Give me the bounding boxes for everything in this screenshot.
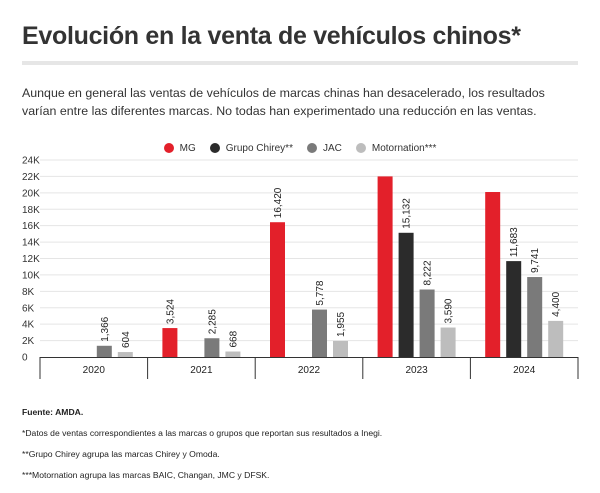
y-tick-label: 0 [22, 353, 28, 364]
y-tick-label: 2K [22, 336, 35, 347]
title-divider [22, 61, 578, 65]
footnote-3: ***Motornation agrupa las marcas BAIC, C… [22, 470, 270, 480]
data-label: 668 [228, 330, 239, 347]
data-label: 3,590 [444, 298, 455, 323]
data-label: 15,132 [402, 198, 413, 229]
bar-mg-2022 [270, 222, 285, 357]
data-label: 11,683 [509, 227, 520, 257]
data-label: 8,222 [423, 260, 434, 285]
data-label: 9,741 [530, 248, 541, 273]
footnote-2: **Grupo Chirey agrupa las marcas Chirey … [22, 449, 220, 459]
y-tick-label: 16K [22, 221, 40, 232]
bar-motornation-2020 [117, 352, 133, 357]
footnotes: Fuente: AMDA. *Datos de ventas correspon… [22, 407, 582, 491]
bar-chart: 0 2K 4K 6K 8K 10K 12K 14K 16K 18K 20K 22K 24K 1,366 60… [22, 156, 579, 379]
x-tick-label: 2022 [298, 365, 321, 376]
chart-title: Evolución en la venta de vehículos chino… [22, 22, 521, 50]
legend-swatch-grupo-chirey [209, 143, 220, 153]
chart-subtitle: Aunque en general las ventas de vehículo… [22, 86, 545, 118]
bar-jac-2021 [204, 338, 220, 357]
bar-motornation-2023 [440, 327, 456, 357]
bar-motornation-2022 [333, 340, 348, 357]
legend-label-motornation: Motornation*** [371, 142, 437, 154]
data-label: 16,420 [273, 187, 284, 218]
y-tick-label: 22K [22, 172, 40, 183]
x-tick-label: 2023 [405, 365, 428, 376]
bar-mg-2023 [377, 176, 393, 357]
data-label: 1,955 [336, 311, 347, 336]
bar-motornation-2021 [225, 351, 241, 357]
source-note: Fuente: AMDA. [22, 407, 84, 417]
y-tick-label: 4K [22, 320, 35, 331]
bar-jac-2024 [527, 277, 543, 357]
bar-mg-2024 [485, 192, 501, 357]
legend-item-grupo-chirey: Grupo Chirey** [209, 142, 293, 154]
legend-label-jac: JAC [322, 142, 342, 154]
y-tick-label: 24K [22, 156, 40, 167]
y-tick-label: 12K [22, 254, 40, 265]
data-label: 4,400 [551, 291, 562, 316]
data-label: 1,366 [100, 316, 111, 341]
y-tick-label: 8K [22, 287, 35, 298]
legend-item-mg: MG [163, 142, 196, 154]
y-tick-label: 10K [22, 270, 40, 281]
legend-swatch-motornation [355, 143, 366, 153]
legend-swatch-jac [306, 143, 317, 153]
y-tick-label: 14K [22, 238, 40, 249]
legend-item-motornation: Motornation*** [355, 142, 437, 154]
footnote-1: *Datos de ventas correspondientes a las … [22, 428, 383, 438]
data-label: 3,524 [165, 299, 176, 324]
y-tick-label: 6K [22, 303, 35, 314]
bar-jac-2023 [419, 289, 435, 357]
x-tick-label: 2021 [190, 365, 213, 376]
x-tick-label: 2020 [83, 365, 106, 376]
bar-grupo-chirey-2024 [506, 261, 522, 357]
y-tick-label: 20K [22, 188, 40, 199]
x-tick-label: 2024 [513, 365, 536, 376]
bar-motornation-2024 [548, 320, 564, 357]
bar-jac-2022 [312, 309, 327, 357]
chart-legend: MG Grupo Chirey** JAC Motornation*** [0, 140, 600, 156]
bar-mg-2021 [162, 328, 178, 357]
data-label: 604 [121, 331, 132, 348]
legend-label-grupo-chirey: Grupo Chirey** [225, 142, 293, 154]
legend-swatch-mg [163, 143, 174, 153]
bar-jac-2020 [96, 345, 112, 357]
legend-label-mg: MG [179, 142, 196, 154]
legend-item-jac: JAC [306, 142, 342, 154]
data-label: 5,778 [315, 280, 326, 305]
data-label: 2,285 [207, 309, 218, 334]
bar-grupo-chirey-2023 [398, 232, 414, 357]
y-tick-label: 18K [22, 205, 40, 216]
